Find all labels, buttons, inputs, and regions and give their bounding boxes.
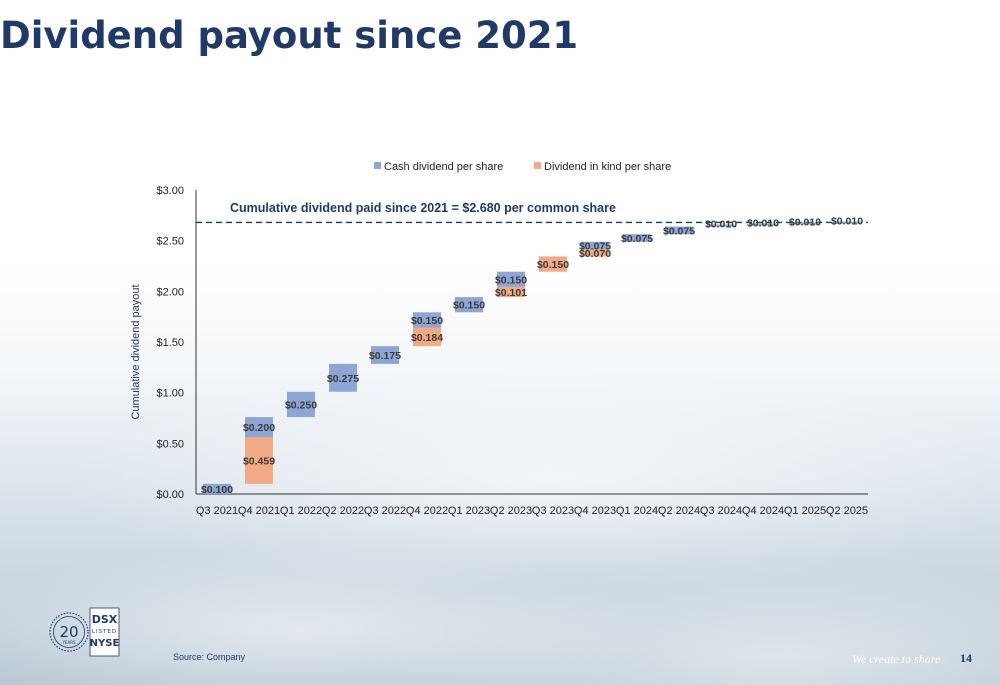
data-label-cash: $0.010 xyxy=(747,218,779,230)
source-note: Source: Company xyxy=(173,652,246,662)
data-label-cash: $0.200 xyxy=(243,422,275,434)
x-tick-label: Q3 2022 xyxy=(364,505,406,517)
bar-cash-dividend xyxy=(329,363,357,392)
data-label-cash: $0.010 xyxy=(705,219,737,231)
logo-years-number: 20 xyxy=(59,623,78,641)
x-tick-label: Q2 2022 xyxy=(322,505,364,517)
bar-cash-dividend xyxy=(623,234,651,242)
data-label-kind: $0.150 xyxy=(537,259,569,271)
x-tick-label: Q3 2021 xyxy=(196,505,238,517)
y-tick-label: $1.00 xyxy=(156,388,184,400)
x-tick-label: Q4 2022 xyxy=(406,505,448,517)
data-label-cash: $0.150 xyxy=(495,274,527,286)
data-label-cash: $0.150 xyxy=(453,300,485,312)
x-tick-label: Q4 2024 xyxy=(742,505,784,517)
bar-dividend-in-kind xyxy=(581,249,609,257)
x-tick-label: Q2 2023 xyxy=(490,505,532,517)
y-tick-label: $3.00 xyxy=(156,185,184,197)
y-tick-label: $0.00 xyxy=(156,489,184,501)
data-label-cash: $0.075 xyxy=(663,225,695,237)
bar-cash-dividend xyxy=(707,224,735,227)
bar-dividend-in-kind xyxy=(245,437,273,484)
legend-swatch-kind xyxy=(534,162,541,169)
x-tick-label: Q2 2024 xyxy=(658,505,700,517)
x-tick-label: Q4 2023 xyxy=(574,505,616,517)
data-label-cash: $0.010 xyxy=(789,217,821,229)
data-label-kind: $0.070 xyxy=(579,248,611,260)
x-tick-label: Q1 2022 xyxy=(280,505,322,517)
tagline: We create to share xyxy=(852,652,941,666)
page-number: 14 xyxy=(960,651,972,665)
bar-dividend-in-kind xyxy=(539,256,567,272)
bar-cash-dividend xyxy=(245,417,273,438)
x-tick-label: Q3 2024 xyxy=(700,505,742,517)
y-tick-label: $1.50 xyxy=(156,337,184,349)
bar-cash-dividend xyxy=(833,221,861,224)
data-label-cash: $0.250 xyxy=(285,399,317,411)
anniversary-seal: 20 YEARS xyxy=(49,612,89,652)
legend-label-kind: Dividend in kind per share xyxy=(544,161,671,173)
x-tick-label: Q1 2024 xyxy=(616,505,658,517)
logo-exchange: NYSE xyxy=(90,638,120,649)
data-label-kind: $0.459 xyxy=(243,456,275,468)
data-label-cash: $0.275 xyxy=(327,373,359,385)
bar-cash-dividend xyxy=(455,297,483,313)
bar-dividend-in-kind xyxy=(497,286,525,298)
dividend-chart: $0.00 $0.50 $1.00 $1.50 $2.00 $2.50 $3.00 Cumul… xyxy=(130,161,868,517)
cumulative-annotation: Cumulative dividend paid since 2021 = $2… xyxy=(230,201,616,215)
legend-swatch-cash xyxy=(374,162,381,169)
bar-cash-dividend xyxy=(791,222,819,225)
y-tick-label: $2.00 xyxy=(156,286,184,298)
x-tick-label: Q1 2025 xyxy=(784,505,826,517)
x-tick-label: Q2 2025 xyxy=(826,505,868,517)
data-label-cash: $0.100 xyxy=(201,484,233,496)
y-tick-label: $2.50 xyxy=(156,236,184,248)
data-label-cash: $0.175 xyxy=(369,350,401,362)
x-tick-label: Q1 2023 xyxy=(448,505,490,517)
y-tick-label: $0.50 xyxy=(156,438,184,450)
data-label-cash: $0.075 xyxy=(579,241,611,253)
page-title: Dividend payout since 2021 xyxy=(0,14,579,57)
data-label-kind: $0.101 xyxy=(495,287,527,299)
bar-cash-dividend xyxy=(371,346,399,364)
bar-cash-dividend xyxy=(497,271,525,287)
y-axis-title: Cumulative dividend payout xyxy=(130,284,142,419)
bar-cash-dividend xyxy=(581,241,609,250)
dsx-nyse-logo: 20 YEARS DSX LISTED NYSE xyxy=(49,607,120,657)
bar-cash-dividend xyxy=(665,226,693,235)
logo-listed-label: LISTED xyxy=(92,629,117,635)
logo-ticker: DSX xyxy=(92,613,118,626)
x-tick-label: Q4 2021 xyxy=(238,505,280,517)
data-label-cash: $0.010 xyxy=(831,216,863,228)
bar-dividend-in-kind xyxy=(413,327,441,347)
data-label-cash: $0.150 xyxy=(411,315,443,327)
bar-cash-dividend xyxy=(749,223,777,226)
bar-cash-dividend xyxy=(413,312,441,328)
logo-years-label: YEARS xyxy=(61,640,75,645)
legend-label-cash: Cash dividend per share xyxy=(384,161,503,173)
data-label-kind: $0.184 xyxy=(411,332,443,344)
data-label-cash: $0.075 xyxy=(621,233,653,245)
x-tick-label: Q3 2023 xyxy=(532,505,574,517)
bar-cash-dividend xyxy=(203,483,231,494)
bar-cash-dividend xyxy=(287,391,315,418)
